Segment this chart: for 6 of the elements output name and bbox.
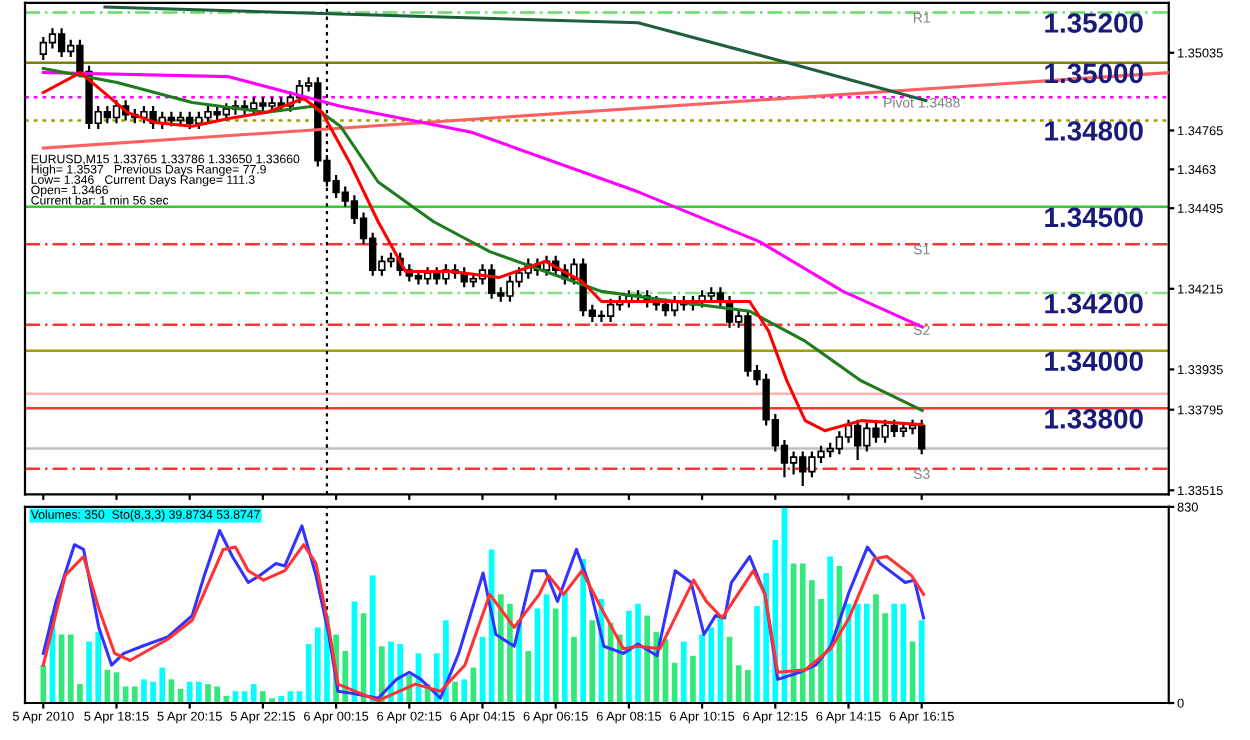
annotation: 1.34800 bbox=[1045, 121, 1143, 141]
annotation: 1.35200 bbox=[1045, 13, 1143, 33]
annotation: 1.34200 bbox=[1045, 293, 1143, 314]
annotation: 1.33800 bbox=[1045, 408, 1143, 429]
annotation: 1.34000 bbox=[1045, 351, 1143, 372]
annotation: 1.34500 bbox=[1045, 207, 1143, 228]
